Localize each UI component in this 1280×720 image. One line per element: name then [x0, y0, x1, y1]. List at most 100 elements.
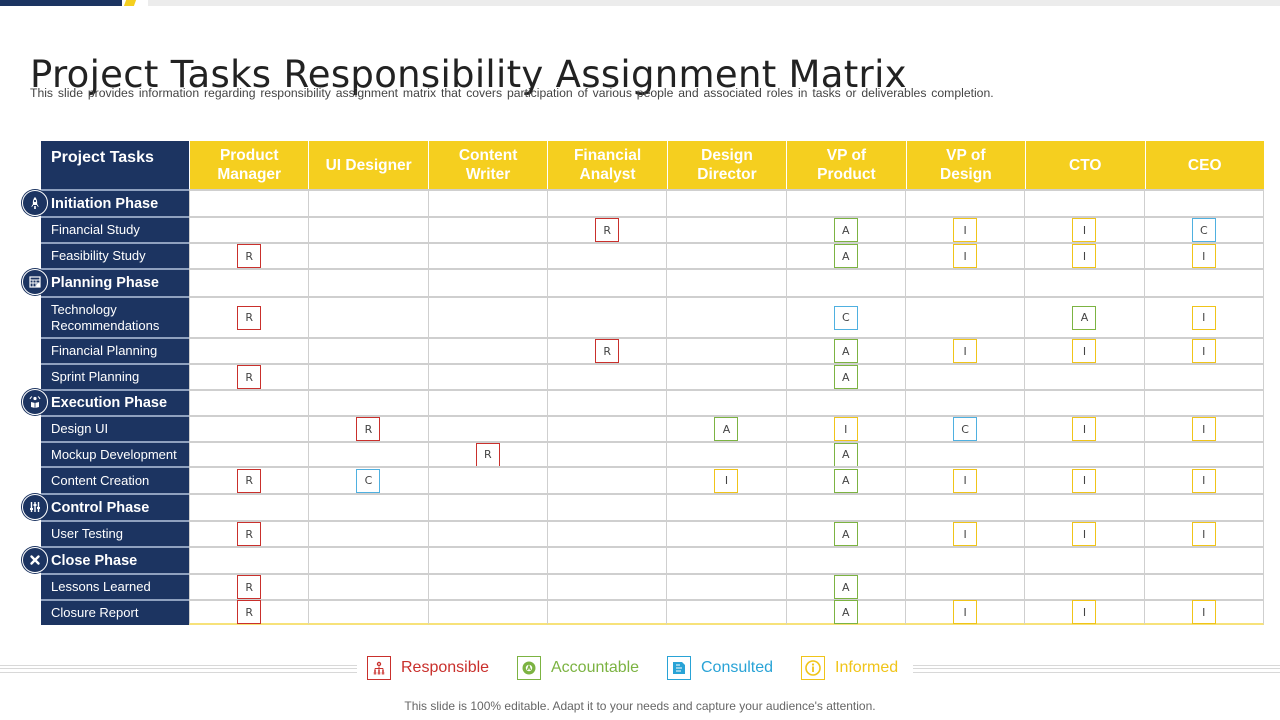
column-header-vp-of-design: VP of Design [905, 141, 1026, 189]
rocket-icon [22, 189, 48, 216]
matrix-cell [666, 268, 786, 296]
raci-badge-i: I [1191, 522, 1216, 546]
task-row: Lessons Learned R A [41, 573, 1264, 599]
phase-label: Planning Phase [41, 268, 189, 296]
matrix-cell [308, 573, 428, 599]
matrix-cell [904, 268, 1025, 296]
task-label: Content Creation [41, 466, 189, 493]
matrix-cell [427, 337, 547, 363]
phase-label: Close Phase [41, 546, 189, 573]
legend-divider-left [0, 665, 357, 673]
corner-header: Project Tasks [41, 141, 189, 189]
matrix-cell [189, 493, 309, 520]
badge-gear-icon [517, 656, 541, 680]
phase-row: Initiation Phase [22, 189, 1264, 216]
matrix-cell [308, 242, 428, 268]
matrix-cell: C [308, 466, 428, 493]
matrix-cell [308, 189, 428, 216]
task-label: Feasibility Study [41, 242, 189, 268]
phase-name: Execution Phase [51, 395, 168, 411]
legend: Responsible Accountable Consulted Informed [0, 652, 1280, 684]
matrix-cell [1024, 363, 1144, 389]
matrix-cell [666, 363, 786, 389]
phase-name: Planning Phase [51, 275, 159, 291]
matrix-cell [904, 546, 1025, 573]
task-name: Lessons Learned [51, 579, 151, 594]
task-name: Closure Report [51, 605, 139, 620]
matrix-cell: A [666, 415, 786, 441]
matrix-cell [308, 268, 428, 296]
matrix-cell: A [785, 216, 905, 242]
matrix-cell [189, 546, 309, 573]
matrix-header-row: Project Tasks Product Manager UI Designer… [41, 141, 1264, 189]
top-accent-bar-navy [0, 0, 122, 6]
matrix-cell: R [189, 573, 309, 599]
raci-badge-a: A [833, 442, 858, 467]
matrix-cell [1143, 546, 1264, 573]
phase-row: Execution Phase [22, 389, 1264, 415]
task-name: Sprint Planning [51, 369, 140, 384]
task-name: User Testing [51, 526, 124, 541]
raci-badge-r: R [356, 417, 381, 441]
matrix-cell [666, 573, 786, 599]
matrix-cell [1024, 493, 1144, 520]
matrix-cell [904, 296, 1025, 337]
raci-badge-i: I [1191, 468, 1216, 493]
raci-badge-i: I [1191, 339, 1216, 363]
matrix-cell [546, 493, 667, 520]
column-header-ui-designer: UI Designer [308, 141, 428, 189]
matrix-cell: A [785, 441, 905, 467]
matrix-cell: R [189, 363, 309, 389]
matrix-cell [189, 441, 309, 466]
matrix-cell [546, 546, 667, 573]
phase-row: Planning Phase [22, 268, 1264, 296]
phase-name: Close Phase [51, 552, 138, 569]
raci-badge-a: A [833, 468, 858, 493]
raci-badge-i: I [953, 244, 978, 268]
raci-badge-r: R [237, 365, 262, 389]
matrix-cell [546, 415, 667, 441]
task-row: Financial Study R A I I C [41, 216, 1264, 242]
raci-badge-i: I [1072, 468, 1097, 493]
matrix-cell [546, 599, 667, 625]
matrix-cell [666, 493, 786, 520]
matrix-cell [427, 493, 547, 520]
top-accent-bar-grey [148, 0, 1280, 6]
matrix-cell: A [785, 466, 905, 493]
matrix-cell [427, 216, 547, 242]
matrix-cell: C [904, 415, 1025, 441]
sliders-icon [22, 493, 48, 520]
matrix-cell: I [1143, 337, 1264, 363]
raci-badge-i: I [1191, 600, 1216, 624]
task-row: Technology Recommendations R C A I [41, 296, 1264, 337]
matrix-cell: I [1143, 466, 1264, 493]
raci-badge-i: I [953, 339, 978, 363]
task-row: Feasibility Study R A I I I [41, 242, 1264, 268]
document-discussion-icon [667, 656, 691, 680]
matrix-cell: A [785, 520, 905, 546]
matrix-cell [308, 441, 428, 466]
matrix-cell [427, 296, 547, 337]
raci-badge-c: C [356, 468, 381, 493]
matrix-cell: I [904, 216, 1025, 242]
matrix-cell: I [1143, 242, 1264, 268]
matrix-cell: R [189, 296, 309, 337]
matrix-cell: I [1024, 337, 1144, 363]
raci-badge-i: I [1072, 218, 1097, 242]
task-row: Sprint Planning R A [41, 363, 1264, 389]
task-label: Financial Study [41, 216, 189, 242]
matrix-cell: C [785, 296, 905, 337]
matrix-cell [308, 337, 428, 363]
raci-badge-a: A [1072, 305, 1097, 330]
task-label: Lessons Learned [41, 573, 189, 599]
matrix-cell: I [904, 466, 1025, 493]
column-header-product-manager: Product Manager [189, 141, 309, 189]
slide-subtitle: This slide provides information regardin… [30, 86, 994, 100]
matrix-body: Initiation Phase Financial Study R A I I C Feas… [22, 189, 1264, 625]
raci-badge-i: I [1191, 244, 1216, 268]
matrix-cell [308, 599, 428, 625]
matrix-cell: I [1024, 520, 1144, 546]
matrix-cell [904, 573, 1025, 599]
legend-item-accountable: Accountable [517, 655, 639, 681]
phase-name: Initiation Phase [51, 195, 159, 212]
